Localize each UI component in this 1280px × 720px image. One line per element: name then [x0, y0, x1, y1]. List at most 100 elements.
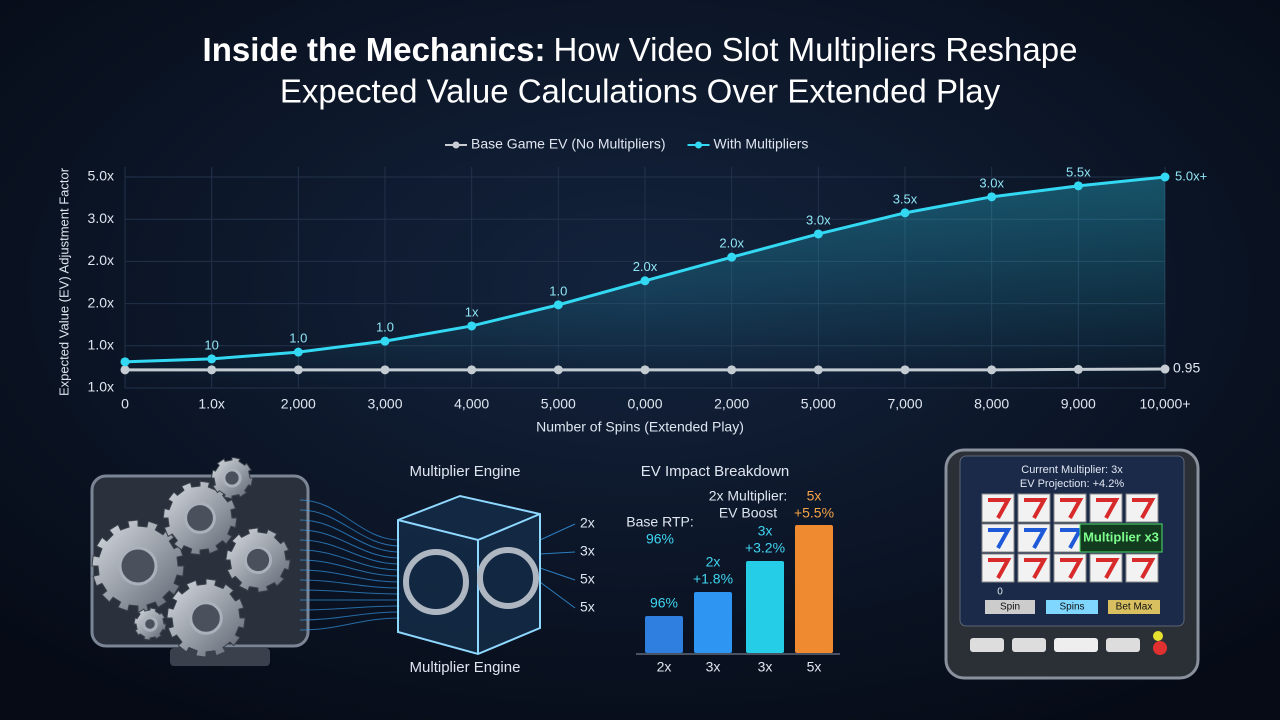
wires [299, 499, 576, 631]
annotation: +5.5% [794, 505, 834, 521]
legend-marker [695, 141, 703, 149]
wire [299, 589, 401, 595]
engine-output: 5x [580, 571, 595, 587]
legend-marker [452, 141, 460, 149]
engine-output: 3x [580, 543, 595, 559]
panel-button[interactable] [970, 638, 1004, 652]
point-label: 1x [465, 304, 479, 319]
gear-hub [142, 616, 158, 632]
annotation: +1.8% [693, 571, 733, 587]
gear-hub [118, 546, 158, 586]
reel-symbol [1096, 558, 1120, 579]
wire [299, 549, 401, 571]
annotation: 5x [807, 488, 822, 504]
engine-output: 2x [580, 515, 595, 531]
wire [539, 551, 576, 555]
point-label: 2.0x [633, 259, 658, 274]
slot-button-label: Spins [1059, 602, 1084, 613]
panel-light[interactable] [1153, 641, 1167, 655]
title-rest: How Video Slot Multipliers Reshape [553, 31, 1077, 68]
title-line2: Expected Value Calculations Over Extende… [280, 73, 1001, 110]
point-label: 1.0 [289, 331, 307, 346]
gear-stand [170, 648, 270, 666]
bar [746, 561, 784, 653]
panel-button[interactable] [1054, 638, 1098, 652]
legend-label: Base Game EV (No Multipliers) [471, 136, 666, 152]
annotation: EV Boost [719, 505, 777, 521]
x-tick-label: 0 [121, 396, 129, 412]
x-tick-label: 7,000 [887, 396, 922, 412]
wire [299, 579, 401, 589]
annotation: 96% [650, 595, 678, 611]
slot-text: Current Multiplier: 3x [1021, 464, 1123, 476]
y-tick-label: 3.0x [88, 210, 114, 226]
point [813, 229, 823, 239]
point [293, 347, 303, 357]
slot-button[interactable] [985, 600, 1035, 614]
reel-symbol [988, 558, 1012, 579]
point [120, 357, 130, 367]
y-tick-label: 5.0x [88, 168, 114, 184]
wire [299, 509, 401, 547]
wire [299, 559, 401, 577]
x-axis-label: Number of Spins (Extended Play) [536, 419, 744, 435]
slot-button[interactable] [1046, 600, 1098, 614]
y-tick-label: 1.0x [88, 379, 114, 395]
x-tick-label: 5,000 [801, 396, 836, 412]
panel-light [1153, 631, 1163, 641]
gears [91, 456, 291, 658]
slot-banner: Multiplier x3 [1083, 529, 1159, 544]
reel-symbol [1132, 558, 1156, 579]
x-tick-label: 4,000 [454, 396, 489, 412]
engine-label: Multiplier Engine [410, 463, 521, 480]
panel-button[interactable] [1106, 638, 1140, 652]
engine-label: Multiplier Engine [410, 659, 521, 676]
engine-output: 5x [580, 599, 595, 615]
wire [299, 611, 401, 621]
bar [645, 616, 683, 653]
point [553, 300, 563, 310]
title-bold: Inside the Mechanics: [203, 31, 546, 68]
y-tick-label: 1.0x [88, 337, 114, 353]
line-chart: 1.0x 1.0x 2.0x 2.0x 3.0x 5.0x 0 1.0x 2,000 3,000 4… [56, 136, 1207, 435]
wire [299, 605, 401, 611]
point-label: 3.0x [806, 212, 831, 227]
bar [795, 525, 833, 653]
x-tick-label: 3x [758, 659, 773, 675]
point-label: 3.0x [979, 175, 1004, 190]
point [640, 276, 650, 286]
point [900, 208, 910, 218]
reel-symbol [1096, 498, 1120, 519]
cube-dial [477, 547, 539, 609]
point [1160, 172, 1170, 182]
reel-symbol [988, 498, 1012, 519]
engine-cube [397, 494, 541, 656]
title: Inside the Mechanics: How Video Slot Mult… [203, 31, 1078, 68]
end-label: 0.95 [1173, 360, 1200, 376]
x-tick-label: 5x [807, 659, 822, 675]
wire [299, 617, 401, 631]
annotation: 96% [646, 531, 674, 547]
slot-text: EV Projection: +4.2% [1020, 478, 1124, 490]
x-tick-label: 10,000+ [1140, 396, 1191, 412]
panel-button[interactable] [1012, 638, 1046, 652]
point-label: 5.0x+ [1175, 168, 1207, 183]
reel-symbol [1132, 498, 1156, 519]
annotation: 2x [706, 554, 721, 570]
reel-symbol [1024, 558, 1048, 579]
slot-button[interactable] [1108, 600, 1160, 614]
reel-symbol [988, 528, 1012, 549]
point [467, 321, 477, 331]
wire [539, 581, 576, 609]
x-tick-label: 2x [657, 659, 672, 675]
x-tick-label: 5,000 [541, 396, 576, 412]
point-label: 3.5x [893, 191, 918, 206]
reel-symbol [1024, 498, 1048, 519]
x-tick-label: 0,000 [627, 396, 662, 412]
banner-box [1079, 523, 1163, 553]
legend-label: With Multipliers [714, 136, 809, 152]
bar-chart: 2x 3x 3x 5x [636, 525, 840, 675]
wire [299, 529, 401, 559]
slot-button-label: Spin [1000, 602, 1020, 613]
